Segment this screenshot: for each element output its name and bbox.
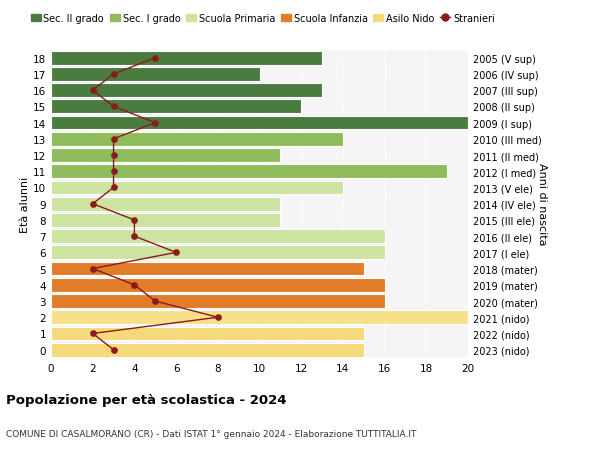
Bar: [51, 230, 385, 244]
Bar: [51, 246, 385, 260]
Bar: [51, 84, 322, 98]
Bar: [51, 68, 260, 82]
Bar: [51, 327, 364, 341]
Bar: [51, 117, 468, 130]
Bar: [51, 197, 280, 211]
Y-axis label: Età alunni: Età alunni: [20, 176, 30, 232]
Bar: [51, 213, 280, 227]
Bar: [51, 52, 322, 66]
Bar: [51, 133, 343, 146]
Bar: [51, 262, 364, 276]
Text: Popolazione per età scolastica - 2024: Popolazione per età scolastica - 2024: [6, 393, 287, 406]
Y-axis label: Anni di nascita: Anni di nascita: [537, 163, 547, 246]
Bar: [51, 278, 385, 292]
Bar: [51, 343, 364, 357]
Bar: [51, 100, 301, 114]
Bar: [51, 149, 280, 162]
Text: COMUNE DI CASALMORANO (CR) - Dati ISTAT 1° gennaio 2024 - Elaborazione TUTTITALI: COMUNE DI CASALMORANO (CR) - Dati ISTAT …: [6, 429, 416, 438]
Bar: [51, 295, 385, 308]
Bar: [51, 165, 447, 179]
Bar: [51, 311, 468, 325]
Legend: Sec. II grado, Sec. I grado, Scuola Primaria, Scuola Infanzia, Asilo Nido, Stran: Sec. II grado, Sec. I grado, Scuola Prim…: [31, 14, 495, 24]
Bar: [51, 181, 343, 195]
